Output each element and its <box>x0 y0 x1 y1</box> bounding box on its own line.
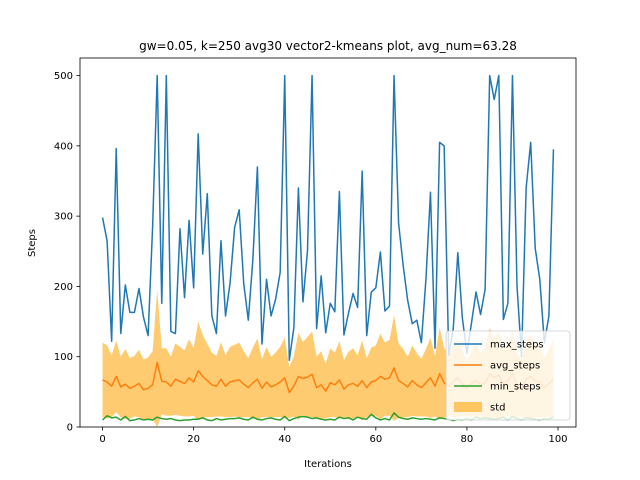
legend-swatch-std <box>454 402 482 412</box>
y-tick-label: 400 <box>54 141 73 152</box>
legend-label-std: std <box>490 403 505 414</box>
axes: 0 20 40 60 80 100 0 100 200 300 400 500 <box>54 57 577 445</box>
x-axis-label: Iterations <box>304 459 352 470</box>
plot-area <box>101 74 555 427</box>
series-line-max-steps <box>101 74 555 361</box>
y-axis-label: Steps <box>27 229 38 257</box>
legend-box <box>445 330 571 421</box>
chart-title: gw=0.05, k=250 avg30 vector2-kmeans plot… <box>139 39 517 53</box>
x-tick-label: 20 <box>187 434 200 445</box>
legend-label-avg-steps: avg_steps <box>490 361 540 372</box>
series-std-band <box>102 289 554 427</box>
y-tick-label: 300 <box>54 212 73 223</box>
x-tick-label: 60 <box>369 434 382 445</box>
y-tick-label: 0 <box>67 423 73 434</box>
y-tick-label: 500 <box>54 71 73 82</box>
x-tick-label: 80 <box>461 434 474 445</box>
x-tick-label: 100 <box>548 434 567 445</box>
legend-label-max-steps: max_steps <box>490 340 544 351</box>
y-tick-label: 200 <box>54 282 73 293</box>
plot-series <box>101 74 555 427</box>
x-tick-label: 40 <box>278 434 291 445</box>
x-tick-label: 0 <box>99 434 105 445</box>
axes-frame <box>79 57 577 428</box>
y-tick-label: 100 <box>54 352 73 363</box>
legend-label-min-steps: min_steps <box>490 382 541 393</box>
